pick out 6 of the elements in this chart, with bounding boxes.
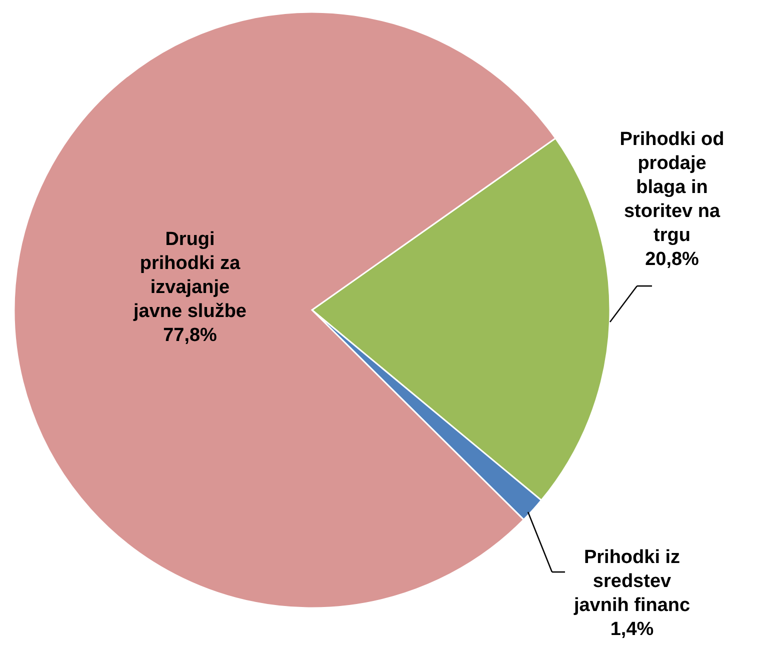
data-label: 77,8% xyxy=(163,325,218,346)
data-label: 1,4% xyxy=(610,619,654,640)
slice-label: Drugi prihodki za izvajanje javne službe xyxy=(132,229,246,322)
data-label: 20,8% xyxy=(645,249,700,270)
slice-label: Prihodki iz sredstev javnih financ xyxy=(572,547,690,616)
slice-label: Prihodki od prodaje blaga in storitev na trgu xyxy=(620,129,724,246)
